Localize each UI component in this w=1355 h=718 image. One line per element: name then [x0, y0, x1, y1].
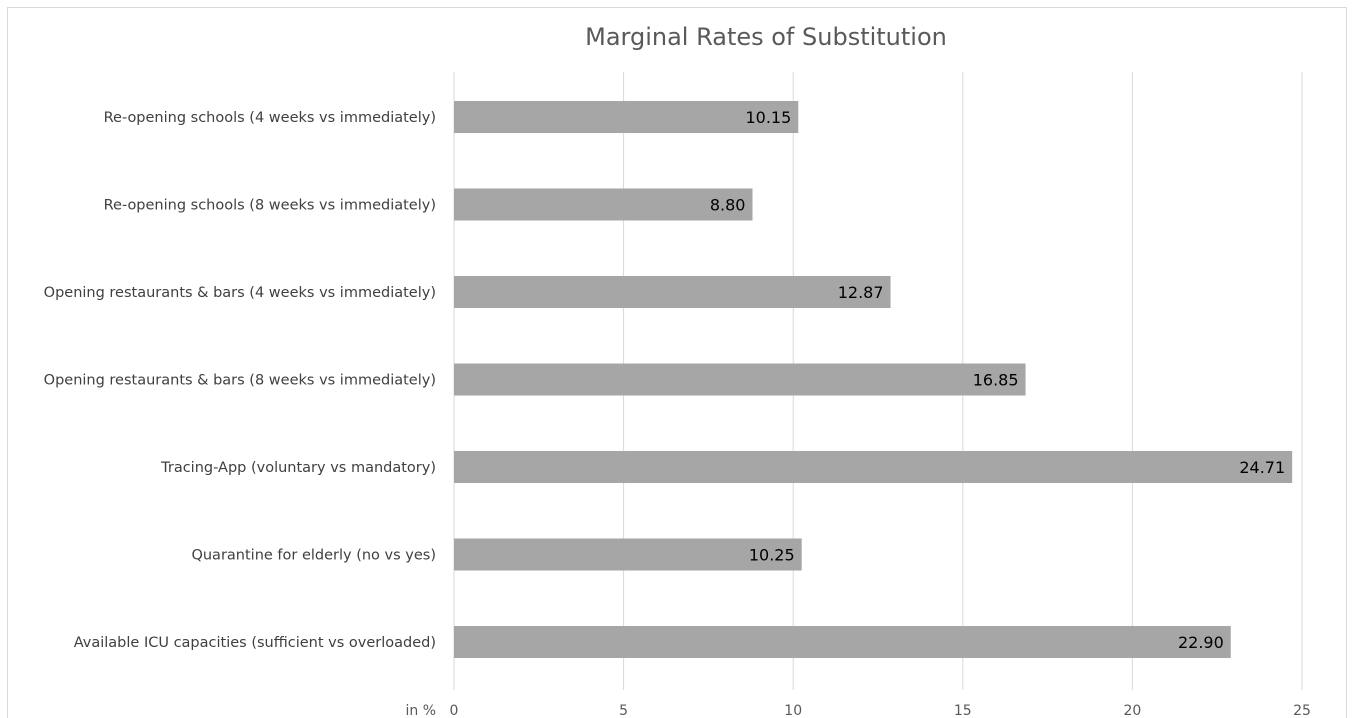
- category-label: Opening restaurants & bars (4 weeks vs i…: [44, 285, 436, 301]
- data-label: 10.25: [749, 546, 795, 565]
- category-label: Quarantine for elderly (no vs yes): [191, 548, 436, 564]
- x-axis-ticks: 0 5 10 15 20 25: [450, 703, 1311, 718]
- category-label: Opening restaurants & bars (8 weeks vs i…: [44, 373, 436, 389]
- x-tick-label: 0: [450, 703, 459, 718]
- category-label: Available ICU capacities (sufficient vs …: [74, 635, 436, 651]
- x-tick-label: 20: [1123, 703, 1141, 718]
- data-label: 16.85: [973, 371, 1019, 390]
- bar: [454, 626, 1231, 658]
- data-label: 8.80: [710, 196, 746, 215]
- x-tick-label: 25: [1293, 703, 1311, 718]
- bar: [454, 363, 1026, 396]
- bar: [454, 188, 753, 221]
- x-tick-label: 5: [619, 703, 628, 718]
- x-tick-label: 15: [954, 703, 972, 718]
- bars: 10.15 8.80 12.87 16.85 24.71 10.25 22.90: [454, 101, 1293, 658]
- x-axis-title: in %: [405, 703, 436, 718]
- bar: [454, 451, 1293, 483]
- category-labels: Re-opening schools (4 weeks vs immediate…: [44, 110, 436, 651]
- chart-title: Marginal Rates of Substitution: [585, 23, 947, 51]
- bar: [454, 101, 799, 133]
- x-tick-label: 10: [784, 703, 802, 718]
- data-label: 24.71: [1239, 458, 1285, 477]
- data-label: 10.15: [745, 108, 791, 127]
- category-label: Tracing-App (voluntary vs mandatory): [160, 460, 436, 476]
- category-label: Re-opening schools (4 weeks vs immediate…: [104, 110, 436, 126]
- category-label: Re-opening schools (8 weeks vs immediate…: [104, 198, 436, 214]
- data-label: 22.90: [1178, 633, 1224, 652]
- bar: [454, 276, 891, 308]
- bar: [454, 538, 802, 571]
- data-label: 12.87: [838, 283, 884, 302]
